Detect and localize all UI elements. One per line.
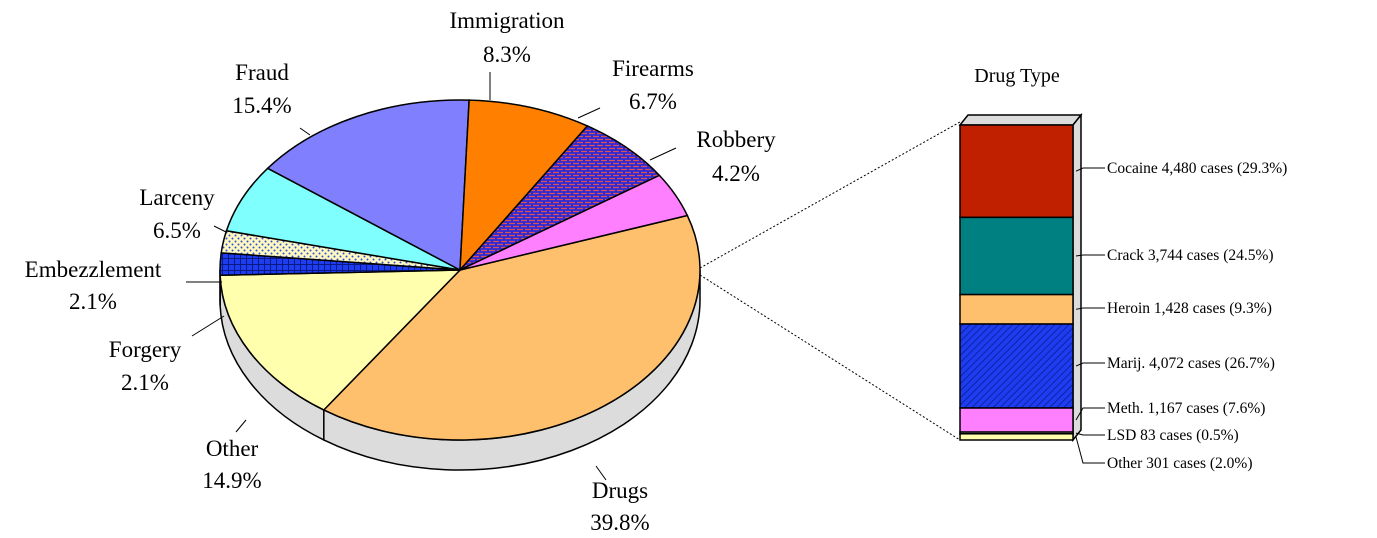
pie-label-name-fraud: Fraud — [235, 60, 289, 85]
bar-segment-marij — [959, 323, 1074, 409]
pie-label-pct-firearms: 6.7% — [629, 89, 677, 114]
bar-segment-meth — [959, 407, 1074, 433]
drug-type-bar: Drug Type Cocaine 4,480 cases (29.3%) Cra… — [958, 65, 1287, 472]
pie-label-name-firearms: Firearms — [612, 56, 694, 81]
bar-leader-crack — [1075, 254, 1105, 257]
bar-title: Drug Type — [974, 65, 1060, 87]
pie-label-name-embezzlement: Embezzlement — [25, 257, 162, 282]
bar-segment-cocaine — [959, 124, 1074, 219]
connector-lines — [699, 121, 961, 441]
bar-segment-crack — [959, 216, 1074, 296]
pie-slice-robbery — [459, 174, 689, 271]
pie-label-name-robbery: Robbery — [696, 127, 776, 152]
bar-leader-other — [1075, 436, 1105, 464]
bar-label-crack: Crack 3,744 cases (24.5%) — [1107, 247, 1274, 264]
pie-label-leader-larceny — [213, 225, 227, 233]
pie-slice-other — [219, 269, 462, 411]
pie-slice-drugs — [322, 214, 701, 441]
pie-label-pct-other: 14.9% — [202, 468, 261, 493]
connector-line-top — [699, 121, 961, 269]
bar-leader-marij — [1075, 362, 1105, 367]
bar-segment-other — [959, 433, 1074, 441]
bar-segment-heroin — [959, 293, 1074, 325]
bar-leader-cocaine — [1075, 167, 1105, 172]
pie-label-pct-immigration: 8.3% — [483, 42, 531, 67]
pie-label-leader-robbery — [649, 147, 677, 161]
pie-slice-immigration — [459, 99, 589, 273]
pie-label-leader-firearms — [577, 107, 601, 119]
pie-label-leader-fraud — [299, 127, 311, 136]
bar-label-marij: Marij. 4,072 cases (26.7%) — [1107, 355, 1275, 372]
bar-label-other: Other 301 cases (2.0%) — [1107, 455, 1252, 472]
bar-leader-meth — [1075, 407, 1105, 421]
bar-leader-lsd — [1075, 432, 1105, 436]
bar-leader-heroin — [1075, 307, 1105, 310]
pie-label-name-immigration: Immigration — [450, 8, 565, 33]
pie-label-leader-drugs — [595, 465, 607, 481]
pie-label-pct-robbery: 4.2% — [712, 161, 760, 186]
pie-label-leader-other — [235, 419, 247, 433]
bar-side-face — [1072, 112, 1082, 443]
pie-label-name-drugs: Drugs — [592, 478, 648, 503]
pie-chart: Drugs 39.8% Other 14.9% Forgery 2.1% Embezzlem… — [25, 8, 776, 535]
bar-label-meth: Meth. 1,167 cases (7.6%) — [1107, 400, 1265, 417]
pie-label-pct-fraud: 15.4% — [232, 93, 291, 118]
pie-label-pct-larceny: 6.5% — [153, 218, 201, 243]
pie-label-pct-drugs: 39.8% — [590, 510, 649, 535]
pie-label-leader-forgery — [191, 315, 225, 337]
bar-label-cocaine: Cocaine 4,480 cases (29.3%) — [1107, 160, 1287, 177]
pie-label-name-other: Other — [206, 436, 259, 461]
pie-label-pct-forgery: 2.1% — [121, 370, 169, 395]
pie-label-name-forgery: Forgery — [109, 337, 182, 362]
bar-top-face — [958, 114, 1083, 126]
connector-line-bottom — [699, 274, 961, 441]
pie-label-pct-embezzlement: 2.1% — [69, 289, 117, 314]
bar-label-lsd: LSD 83 cases (0.5%) — [1107, 427, 1239, 444]
pie-slice-fraud — [266, 99, 470, 272]
bar-label-heroin: Heroin 1,428 cases (9.3%) — [1107, 300, 1272, 317]
pie-label-name-larceny: Larceny — [139, 185, 215, 210]
